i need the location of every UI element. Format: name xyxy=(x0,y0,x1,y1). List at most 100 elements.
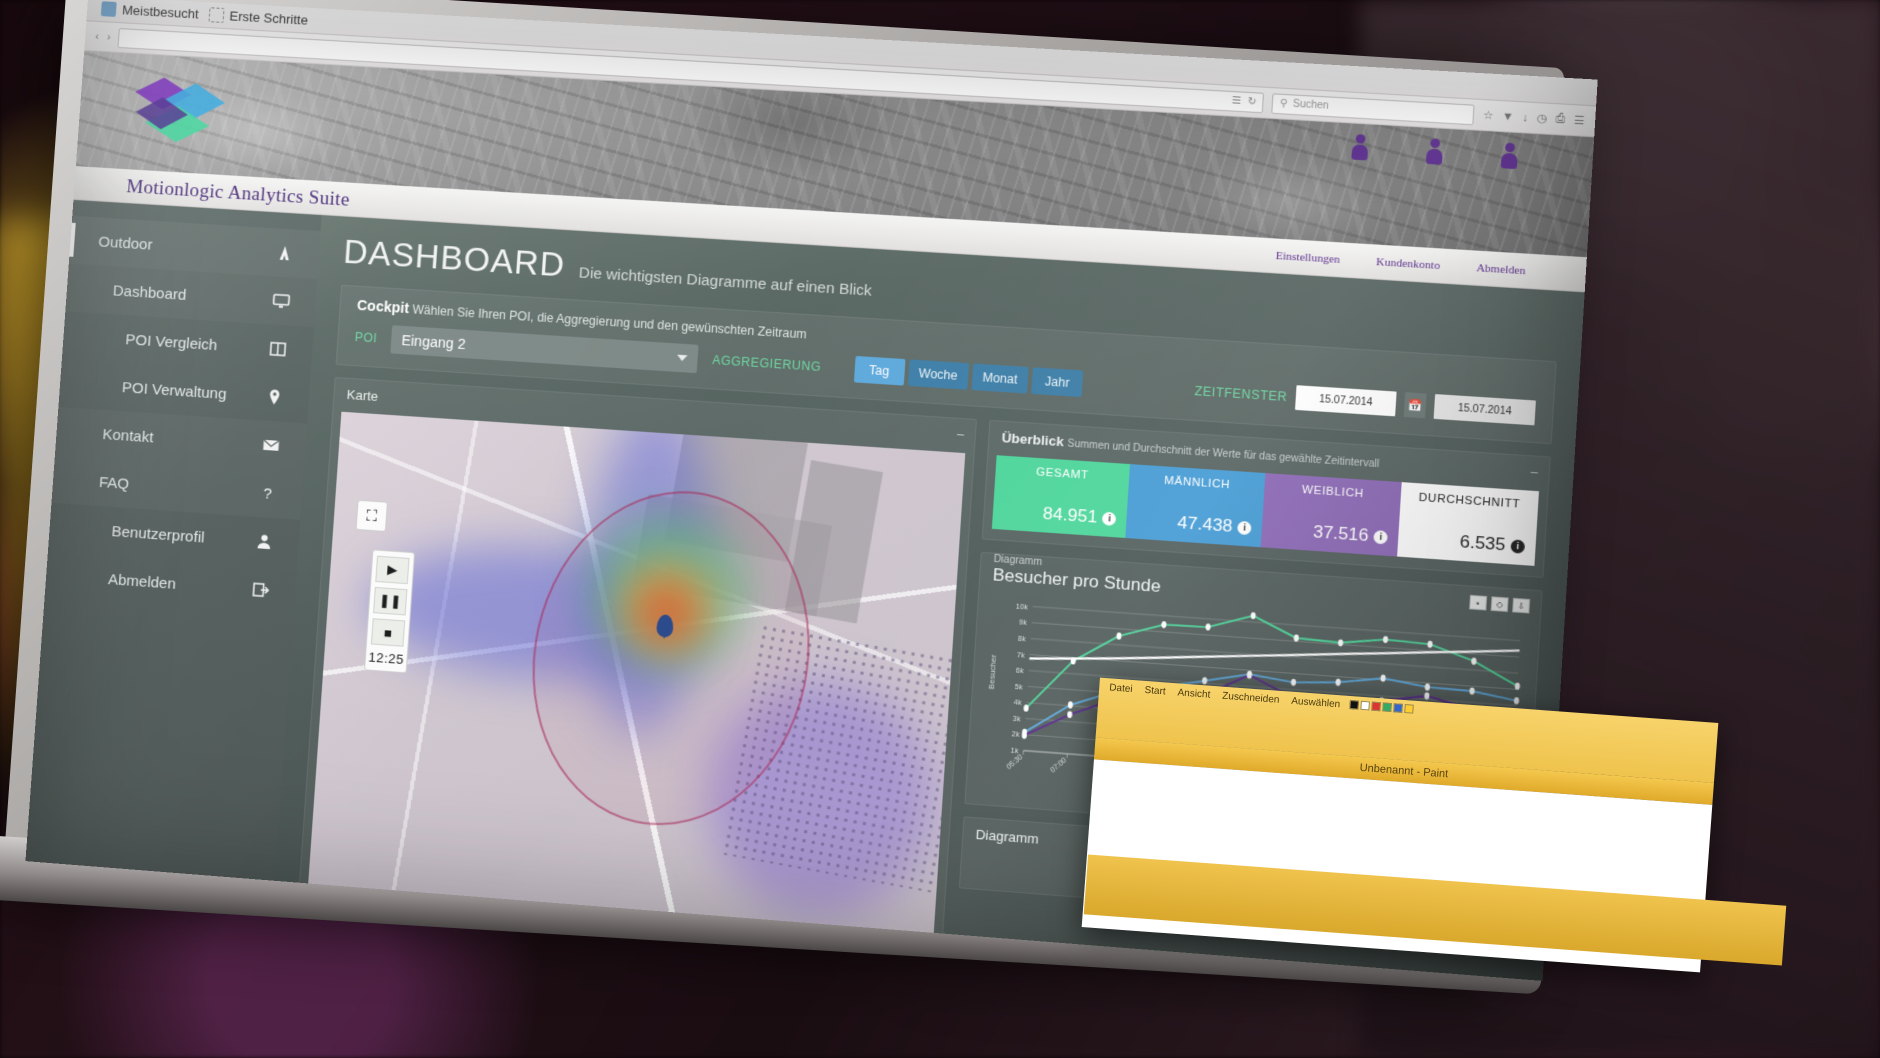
back-icon[interactable]: ‹ xyxy=(94,30,100,43)
kpi-card-weiblich[interactable]: WEIBLICH 37.516 i xyxy=(1261,473,1402,557)
paint-menu-ansicht[interactable]: Ansicht xyxy=(1177,687,1211,701)
fullscreen-icon[interactable]: ⛶ xyxy=(355,499,389,532)
sidebar-item-label: Benutzerprofil xyxy=(111,522,206,547)
search-placeholder: Suchen xyxy=(1292,98,1330,112)
date-from-input[interactable]: 15.07.2014 xyxy=(1294,385,1397,417)
paint-menu-start[interactable]: Start xyxy=(1144,684,1167,698)
svg-text:05:30: 05:30 xyxy=(1005,753,1024,772)
bookmark-meistbesucht[interactable]: Meistbesucht xyxy=(100,1,199,22)
reader-icon[interactable]: ☰ xyxy=(1231,95,1242,107)
calendar-icon[interactable]: 📅 xyxy=(1403,392,1427,419)
aggregation-button-tag[interactable]: Tag xyxy=(853,355,906,386)
svg-text:1k: 1k xyxy=(1010,745,1019,755)
paint-swatch[interactable] xyxy=(1393,703,1404,713)
svg-text:2k: 2k xyxy=(1011,729,1020,739)
settings-user-icon[interactable] xyxy=(1350,134,1369,162)
paint-swatch[interactable] xyxy=(1349,700,1360,710)
timewindow-group: ZEITFENSTER 15.07.2014 📅 15.07.2014 xyxy=(1194,379,1536,426)
aggregation-label: AGGREGIERUNG xyxy=(711,352,822,375)
sidebar-item-dashboard[interactable]: Dashboard xyxy=(65,264,317,328)
pause-icon[interactable]: ❚❚ xyxy=(373,586,408,616)
header-link-einstellungen[interactable]: Einstellungen xyxy=(1275,249,1341,267)
sidebar-item-kontakt[interactable]: Kontakt xyxy=(55,407,307,472)
logout-user-icon[interactable] xyxy=(1500,142,1519,170)
poi-label: POI xyxy=(354,329,378,346)
forward-icon[interactable]: › xyxy=(106,30,112,44)
header-user-icons[interactable] xyxy=(1350,134,1518,170)
paint-swatch[interactable] xyxy=(1360,700,1371,711)
paint-color-swatches[interactable] xyxy=(1349,700,1415,714)
sidebar-item-outdoor[interactable]: Outdoor xyxy=(68,215,321,280)
download-icon[interactable]: ↓ xyxy=(1521,111,1529,124)
sidebar-item-label: FAQ xyxy=(98,473,130,493)
bookmark-erste-schritte[interactable]: Erste Schritte xyxy=(208,7,308,28)
antenna-icon xyxy=(274,242,296,263)
menu-icon[interactable]: ☰ xyxy=(1573,114,1585,128)
stop-icon[interactable]: ■ xyxy=(370,618,406,647)
paint-swatch[interactable] xyxy=(1382,702,1393,713)
star-icon[interactable]: ☆ xyxy=(1482,109,1494,123)
play-icon[interactable]: ▶ xyxy=(375,555,410,585)
sidebar: Outdoor Dashboard POI Vergleich xyxy=(25,199,322,924)
info-icon[interactable]: i xyxy=(1373,529,1389,544)
print-icon[interactable]: ⎙ xyxy=(1555,112,1566,126)
header-hero-image xyxy=(75,50,1595,258)
info-icon[interactable]: i xyxy=(1237,520,1253,535)
sidebar-item-label: Outdoor xyxy=(97,232,154,254)
collapse-icon[interactable]: – xyxy=(956,426,965,442)
account-user-icon[interactable] xyxy=(1425,138,1444,166)
kpi-value: 6.535 xyxy=(1459,531,1507,555)
sidebar-item-poi-vergleich[interactable]: POI Vergleich xyxy=(62,311,314,375)
header-link-abmelden[interactable]: Abmelden xyxy=(1476,261,1526,278)
info-icon[interactable]: i xyxy=(1102,511,1117,526)
kpi-label: MÄNNLICH xyxy=(1163,474,1231,492)
cockpit-title: Cockpit xyxy=(356,296,410,317)
kpi-label: GESAMT xyxy=(1035,466,1090,482)
paint-tool-zuschneiden[interactable]: Zuschneiden xyxy=(1221,690,1280,706)
date-to-input[interactable]: 15.07.2014 xyxy=(1433,394,1536,426)
aggregation-button-group: Tag Woche Monat Jahr xyxy=(853,355,1084,398)
header-link-kundenkonto[interactable]: Kundenkonto xyxy=(1375,255,1441,273)
question-icon: ? xyxy=(262,484,273,503)
map-canvas[interactable]: ⛶ ▶ ❚❚ ■ 12:25 xyxy=(308,411,965,935)
svg-text:8k: 8k xyxy=(1017,633,1026,643)
kpi-card-maennlich[interactable]: MÄNNLICH 47.438 i xyxy=(1125,464,1266,548)
svg-text:6k: 6k xyxy=(1015,665,1024,675)
pocket-icon[interactable]: ▼ xyxy=(1501,109,1515,123)
history-icon[interactable]: ◷ xyxy=(1536,112,1548,126)
aggregation-button-woche[interactable]: Woche xyxy=(907,359,969,390)
svg-text:07:00: 07:00 xyxy=(1049,756,1068,775)
reload-icon[interactable]: ↻ xyxy=(1247,96,1257,108)
aggregation-button-monat[interactable]: Monat xyxy=(971,363,1029,394)
map-player-controls: ▶ ❚❚ ■ 12:25 xyxy=(363,549,416,674)
motionlogic-logo xyxy=(135,77,225,143)
svg-text:10k: 10k xyxy=(1015,601,1028,612)
columns-icon xyxy=(267,338,289,359)
person-icon xyxy=(253,531,275,553)
monitor-icon xyxy=(271,290,293,311)
svg-text:7k: 7k xyxy=(1016,649,1025,659)
info-icon[interactable]: i xyxy=(1510,538,1526,554)
kpi-value: 37.516 xyxy=(1312,521,1370,546)
page-title-text: DASHBOARD xyxy=(342,232,567,284)
bookmark-label: Erste Schritte xyxy=(229,8,309,28)
sidebar-item-poi-verwaltung[interactable]: POI Verwaltung xyxy=(58,359,310,423)
header-links[interactable]: Einstellungen Kundenkonto Abmelden xyxy=(1275,250,1526,278)
svg-text:Besucher: Besucher xyxy=(987,654,998,690)
aggregation-button-jahr[interactable]: Jahr xyxy=(1031,367,1084,398)
chevron-down-icon xyxy=(677,354,688,362)
sidebar-item-benutzerprofil[interactable]: Benutzerprofil xyxy=(48,503,300,569)
paint-swatch[interactable] xyxy=(1371,701,1382,712)
dashed-square-icon xyxy=(208,7,225,23)
kpi-card-durchschnitt[interactable]: DURCHSCHNITT 6.535 i xyxy=(1397,482,1540,566)
kpi-label: DURCHSCHNITT xyxy=(1418,491,1521,511)
sidebar-item-label: Abmelden xyxy=(107,570,177,593)
paint-tool-auswaehlen[interactable]: Auswählen xyxy=(1290,695,1341,711)
player-time: 12:25 xyxy=(367,649,405,668)
kpi-card-gesamt[interactable]: GESAMT 84.951 i xyxy=(991,455,1131,539)
paint-swatch[interactable] xyxy=(1404,704,1415,714)
collapse-icon[interactable]: – xyxy=(1530,464,1539,480)
svg-text:9k: 9k xyxy=(1018,617,1027,627)
paint-menu-datei[interactable]: Datei xyxy=(1108,682,1133,696)
poi-select[interactable]: Eingang 2 xyxy=(390,325,699,374)
